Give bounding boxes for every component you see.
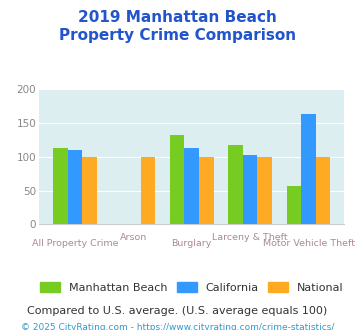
Text: All Property Crime: All Property Crime xyxy=(32,239,118,248)
Bar xyxy=(67,150,82,224)
Bar xyxy=(301,114,316,224)
Bar xyxy=(53,148,67,224)
Bar xyxy=(199,157,214,224)
Bar xyxy=(141,157,155,224)
Legend: Manhattan Beach, California, National: Manhattan Beach, California, National xyxy=(36,278,348,297)
Text: Larceny & Theft: Larceny & Theft xyxy=(212,233,288,242)
Bar xyxy=(286,186,301,224)
Text: Compared to U.S. average. (U.S. average equals 100): Compared to U.S. average. (U.S. average … xyxy=(27,306,328,316)
Bar xyxy=(82,157,97,224)
Bar xyxy=(257,157,272,224)
Bar xyxy=(170,135,184,224)
Text: Arson: Arson xyxy=(120,233,147,242)
Text: © 2025 CityRating.com - https://www.cityrating.com/crime-statistics/: © 2025 CityRating.com - https://www.city… xyxy=(21,323,334,330)
Bar xyxy=(243,155,257,224)
Text: 2019 Manhattan Beach
Property Crime Comparison: 2019 Manhattan Beach Property Crime Comp… xyxy=(59,10,296,43)
Bar xyxy=(228,145,243,224)
Text: Motor Vehicle Theft: Motor Vehicle Theft xyxy=(263,239,355,248)
Bar xyxy=(184,148,199,224)
Text: Burglary: Burglary xyxy=(171,239,212,248)
Bar xyxy=(316,157,331,224)
